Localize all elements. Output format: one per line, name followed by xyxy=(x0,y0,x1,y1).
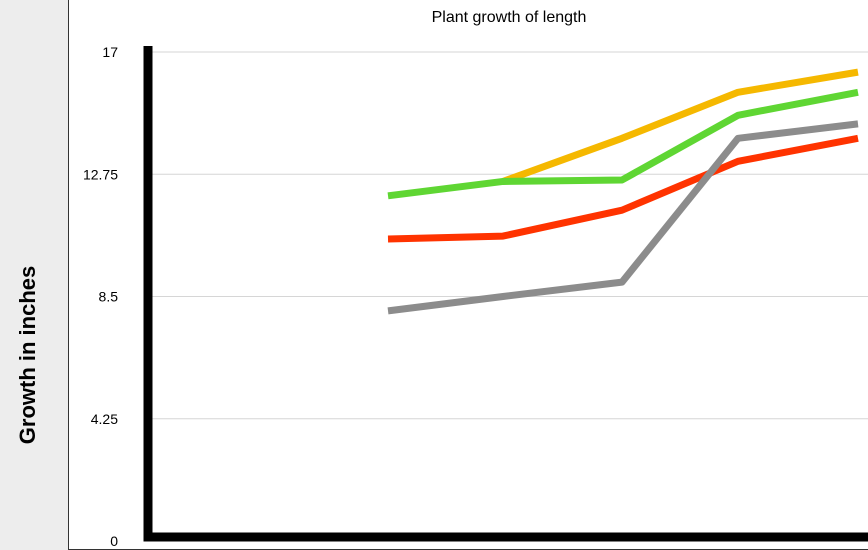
series-layer xyxy=(387,68,859,315)
y-tick-label: 12.75 xyxy=(83,166,118,182)
y-tick-label: 0 xyxy=(110,533,118,549)
series-line-4 xyxy=(387,120,859,315)
y-tick-label: 17 xyxy=(102,44,118,60)
y-tick-label: 8.5 xyxy=(99,289,119,305)
y-tick-labels: 0 4.25 8.5 12.75 17 xyxy=(83,44,118,549)
series-line-2 xyxy=(387,88,859,200)
series-line-1 xyxy=(501,68,859,185)
axes xyxy=(143,46,868,542)
y-tick-label: 4.25 xyxy=(91,411,118,427)
series-line-3 xyxy=(387,134,859,243)
chart-title: Plant growth of length xyxy=(432,9,587,26)
